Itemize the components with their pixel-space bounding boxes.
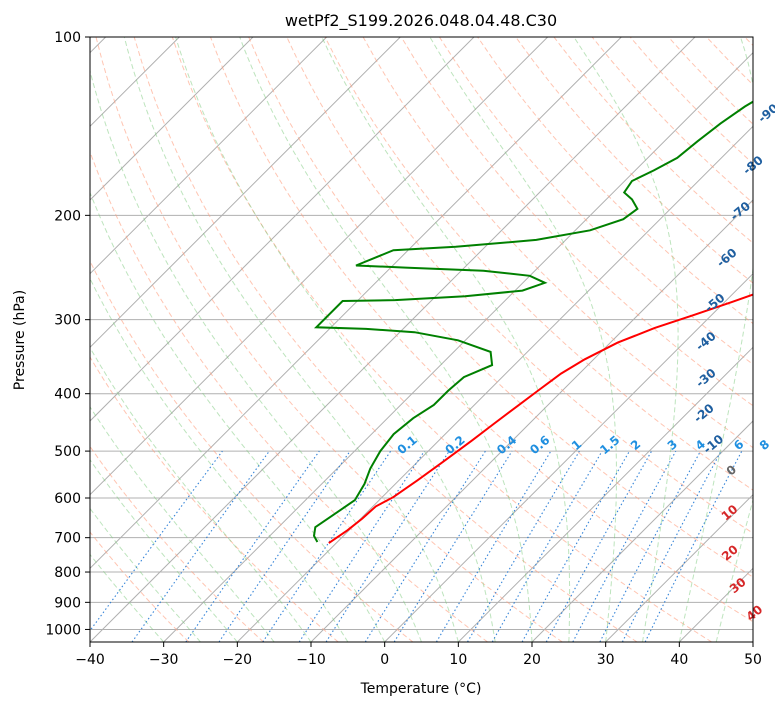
- moist-adiabat--5: [90, 277, 349, 642]
- mixing-ratio-label-8: 8: [757, 437, 772, 453]
- dry-adiabat-30: [133, 37, 638, 642]
- moist-adiabat-30: [429, 37, 617, 642]
- x-tick-label--20: −20: [223, 652, 253, 668]
- dry-adiabat-10: [90, 150, 488, 642]
- x-tick-label-50: 50: [744, 652, 762, 668]
- moist-adiabat-0: [90, 191, 386, 642]
- dry-adiabat-130: [515, 37, 753, 284]
- isotherm-0: [384, 272, 753, 642]
- axes-layer: −40 −30 −20 −10 0 10 20 30 40 50 100 200 300 400 500 60…: [45, 30, 762, 668]
- plot-frame: [89, 36, 754, 643]
- moist-adiabat-20: [239, 37, 533, 642]
- mixing-ratio-line-16: [545, 450, 653, 642]
- x-axis-label: Temperature (°C): [360, 681, 482, 697]
- mixing-ratio-line-4: [393, 450, 513, 642]
- isotherm--90: [90, 37, 328, 275]
- moist-adiabat-50: [752, 640, 753, 642]
- x-tick-label-10: 10: [449, 652, 467, 668]
- x-tick-label-20: 20: [523, 652, 541, 668]
- dry-adiabat-100: [400, 37, 753, 407]
- dry-adiabat-60: [248, 37, 753, 578]
- dry-adiabat-50: [210, 37, 753, 623]
- isotherm--50: [90, 37, 622, 570]
- dry-adiabat-0: [90, 259, 414, 642]
- moist-adiabat-45: [715, 498, 753, 642]
- x-tick-label-40: 40: [670, 652, 688, 668]
- plot-background: [90, 37, 753, 642]
- moist-adiabat--20: [90, 458, 238, 642]
- mixing-ratio-line-0.1: [90, 450, 223, 632]
- dry-adiabat--20: [90, 445, 264, 642]
- y-tick-label-800: 800: [54, 565, 81, 581]
- mixing-ratio-line-1: [262, 450, 392, 642]
- moist-adiabat-10: [123, 37, 459, 642]
- y-axis-label: Pressure (hPa): [12, 290, 28, 390]
- mixing-ratio-line-20: [572, 450, 677, 642]
- x-tick-label--40: −40: [75, 652, 105, 668]
- dry-adiabat-40: [171, 37, 712, 642]
- isotherm-10: [457, 346, 753, 642]
- moist-adiabat--10: [90, 346, 312, 642]
- isotherm--30: [163, 51, 753, 642]
- y-tick-label-700: 700: [54, 531, 81, 547]
- chart-title: wetPf2_S199.2026.048.04.48.C30: [285, 11, 557, 31]
- isotherm-20: [531, 420, 753, 642]
- y-tick-label-900: 900: [54, 595, 81, 611]
- isotherm--20: [236, 125, 753, 642]
- y-tick-label-500: 500: [54, 444, 81, 460]
- mixing-ratio-line-0.6: [218, 450, 351, 642]
- dry-adiabat-110: [438, 37, 753, 366]
- dry-adiabat--30: [90, 531, 190, 642]
- moist-adiabat-40: [678, 37, 753, 642]
- isotherm-50: [752, 641, 753, 642]
- mixing-ratio-line-2: [325, 450, 450, 642]
- series-layer: [312, 100, 753, 544]
- y-tick-label-200: 200: [54, 208, 81, 224]
- dewpoint-profile-line: [312, 100, 753, 543]
- mixing-ratio-line-13: [521, 450, 630, 642]
- x-tick-label-30: 30: [597, 652, 615, 668]
- moist-adiabat-25: [321, 37, 571, 642]
- dry-adiabat-20: [95, 37, 563, 642]
- isotherm-30: [605, 493, 753, 642]
- x-tick-label--30: −30: [149, 652, 179, 668]
- isotherm--100: [90, 37, 254, 201]
- x-tick-label--10: −10: [296, 652, 326, 668]
- dry-adiabat--10: [90, 356, 339, 642]
- y-tick-label-400: 400: [54, 387, 81, 403]
- dry-adiabat-80: [324, 37, 753, 491]
- moist-adiabat-35: [573, 37, 679, 642]
- mixing-ratio-line-36: [644, 450, 743, 642]
- isotherm--60: [90, 37, 549, 496]
- x-tick-label-0: 0: [380, 652, 389, 668]
- grid-layer: [90, 37, 753, 642]
- mixing-ratio-line-0.4: [185, 450, 320, 642]
- dry-adiabat-label--90: -90: [755, 101, 775, 126]
- temperature-profile-line: [328, 293, 753, 544]
- y-tick-label-300: 300: [54, 313, 81, 329]
- isotherm--80: [90, 37, 401, 349]
- moist-adiabat--15: [90, 405, 275, 642]
- isotherm--70: [90, 37, 475, 422]
- mixing-ratio-line-0.2: [131, 450, 270, 642]
- y-tick-label-100: 100: [54, 30, 81, 46]
- moist-adiabat-15: [175, 37, 496, 642]
- y-tick-label-1000: 1000: [45, 622, 81, 638]
- y-tick-label-600: 600: [54, 491, 81, 507]
